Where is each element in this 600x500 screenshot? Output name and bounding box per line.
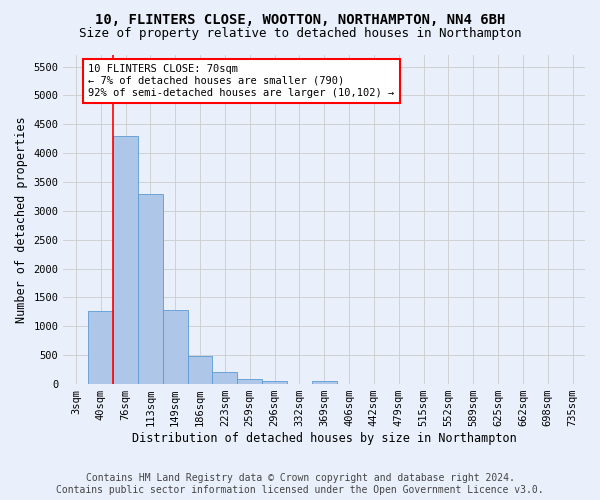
Bar	[212, 372, 237, 384]
Text: 10, FLINTERS CLOSE, WOOTTON, NORTHAMPTON, NN4 6BH: 10, FLINTERS CLOSE, WOOTTON, NORTHAMPTON…	[95, 12, 505, 26]
Bar	[163, 310, 188, 384]
X-axis label: Distribution of detached houses by size in Northampton: Distribution of detached houses by size …	[132, 432, 517, 445]
Bar	[138, 194, 163, 384]
Bar	[113, 136, 138, 384]
Bar	[88, 311, 113, 384]
Bar	[237, 379, 262, 384]
Bar	[262, 380, 287, 384]
Text: Contains HM Land Registry data © Crown copyright and database right 2024.
Contai: Contains HM Land Registry data © Crown c…	[56, 474, 544, 495]
Bar	[312, 381, 337, 384]
Text: Size of property relative to detached houses in Northampton: Size of property relative to detached ho…	[79, 28, 521, 40]
Y-axis label: Number of detached properties: Number of detached properties	[15, 116, 28, 323]
Bar	[188, 356, 212, 384]
Text: 10 FLINTERS CLOSE: 70sqm
← 7% of detached houses are smaller (790)
92% of semi-d: 10 FLINTERS CLOSE: 70sqm ← 7% of detache…	[88, 64, 395, 98]
